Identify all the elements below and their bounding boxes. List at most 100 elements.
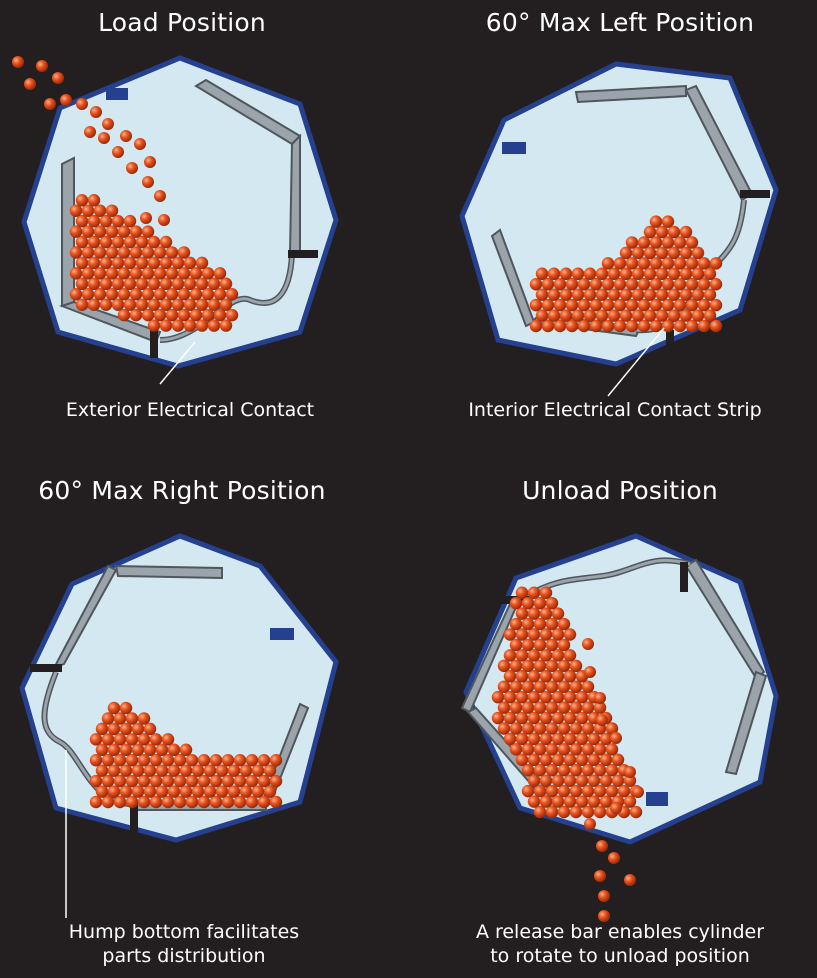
ball <box>179 785 193 798</box>
ball <box>583 309 597 322</box>
ball <box>521 638 535 652</box>
ball <box>153 288 167 301</box>
ball <box>655 225 669 239</box>
ball <box>563 628 577 641</box>
ball <box>563 774 577 787</box>
ball <box>203 764 217 777</box>
ball <box>539 753 553 767</box>
ball <box>215 785 229 798</box>
ball <box>221 795 235 809</box>
ball <box>584 666 596 678</box>
ball <box>661 236 675 249</box>
ball <box>197 774 211 788</box>
ball <box>589 278 603 291</box>
ball <box>89 754 103 767</box>
ball <box>105 225 119 238</box>
ball <box>129 288 143 301</box>
ball <box>575 795 589 808</box>
ball <box>685 319 699 333</box>
ball <box>599 732 613 746</box>
ball <box>137 795 151 809</box>
ball <box>87 235 101 249</box>
ball <box>113 712 127 725</box>
ball <box>545 805 559 819</box>
ball <box>101 795 115 809</box>
ball <box>613 298 627 312</box>
ball <box>95 764 109 777</box>
ball <box>165 267 179 280</box>
ball <box>263 785 277 798</box>
ball <box>101 712 115 725</box>
ball <box>565 278 579 291</box>
ball-pile <box>491 586 644 922</box>
ball <box>509 701 523 714</box>
ball <box>521 680 535 693</box>
ball <box>583 267 597 281</box>
ball <box>557 743 571 756</box>
ball <box>581 701 595 714</box>
ball <box>141 288 155 301</box>
ball <box>533 596 547 610</box>
ball <box>195 319 209 332</box>
ball <box>225 288 239 301</box>
ball <box>587 753 601 767</box>
ball <box>581 680 595 693</box>
ball <box>551 753 565 767</box>
ball <box>661 298 675 312</box>
ball <box>144 156 156 168</box>
ball <box>655 246 669 260</box>
ball <box>99 298 113 311</box>
panel-title-load: Load Position <box>98 8 266 37</box>
ball <box>691 288 705 301</box>
ball <box>565 319 579 333</box>
ball <box>209 754 223 767</box>
ball <box>125 712 139 725</box>
ball <box>125 795 139 809</box>
ball <box>131 743 145 757</box>
ball <box>154 190 166 202</box>
ball <box>539 670 553 683</box>
ball <box>93 225 107 238</box>
ball <box>569 680 583 693</box>
ball <box>539 607 553 620</box>
ball <box>619 288 633 301</box>
ball <box>623 774 637 787</box>
ball <box>545 764 559 777</box>
ball <box>679 288 693 301</box>
ball <box>171 256 185 270</box>
ball <box>697 319 711 333</box>
ball <box>521 659 535 673</box>
ball <box>201 288 215 301</box>
ball <box>87 277 101 291</box>
ball <box>89 733 103 746</box>
ball <box>155 743 169 757</box>
ball <box>587 774 601 787</box>
ball <box>107 743 121 757</box>
ball <box>140 212 152 224</box>
drum-max-left <box>459 61 779 367</box>
ball <box>257 774 271 788</box>
ball <box>605 722 619 735</box>
ball <box>575 690 589 704</box>
ball <box>141 308 155 322</box>
ball <box>685 236 699 249</box>
ball <box>213 308 227 322</box>
ball <box>569 764 583 777</box>
ball <box>533 743 547 756</box>
ball <box>143 722 157 736</box>
ball <box>159 256 173 270</box>
ball <box>509 638 523 652</box>
ball <box>98 132 110 144</box>
ball <box>649 298 663 312</box>
ball <box>245 795 259 809</box>
ball <box>559 309 573 322</box>
ball <box>171 298 185 311</box>
ball <box>257 754 271 767</box>
ball <box>269 754 283 767</box>
ball <box>90 106 102 118</box>
ball <box>605 784 619 798</box>
ball <box>533 680 547 693</box>
ball <box>594 870 606 882</box>
ball <box>111 235 125 249</box>
ball <box>119 722 133 736</box>
